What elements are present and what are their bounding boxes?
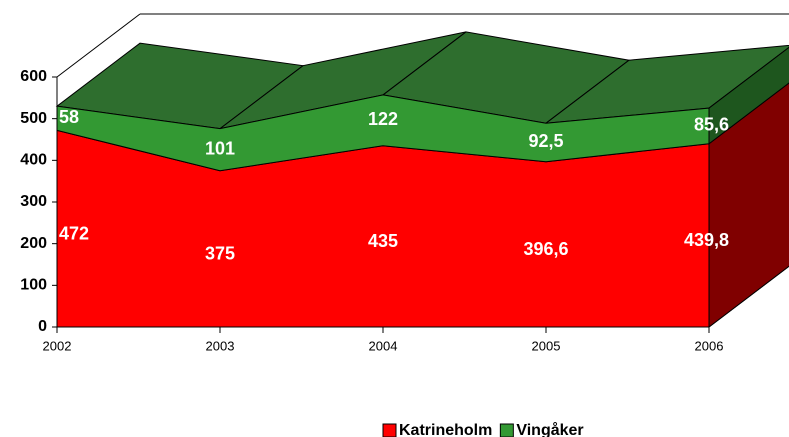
area <box>56 129 710 328</box>
value-label: 472 <box>59 223 89 243</box>
y-tick-label: 600 <box>20 68 47 85</box>
y-tick-label: 100 <box>20 277 47 294</box>
x-tick-label: 2003 <box>206 338 235 353</box>
legend-swatch <box>382 423 397 437</box>
x-tick-label: 2006 <box>695 338 724 353</box>
value-label: 85,6 <box>694 115 729 135</box>
value-label: 58 <box>59 107 79 127</box>
y-tick-label: 300 <box>20 193 47 210</box>
x-tick-label: 2005 <box>532 338 561 353</box>
legend-label: Vingåker <box>516 421 583 437</box>
x-tick-label: 2002 <box>43 338 72 353</box>
wall-edge <box>56 13 141 78</box>
legend-swatch <box>499 423 514 437</box>
value-label: 101 <box>205 138 235 158</box>
y-tick-label: 0 <box>38 318 47 335</box>
value-label: 92,5 <box>528 131 563 151</box>
y-tick-label: 200 <box>20 235 47 252</box>
y-tick-label: 400 <box>20 152 47 169</box>
x-tick-label: 2004 <box>369 338 398 353</box>
value-label: 396,6 <box>523 239 568 259</box>
y-tick-label: 500 <box>20 110 47 127</box>
legend-label: Katrineholm <box>399 422 492 437</box>
value-label: 439,8 <box>684 230 729 250</box>
value-label: 435 <box>368 231 398 251</box>
value-label: 375 <box>205 244 235 264</box>
area <box>56 94 710 172</box>
value-label: 122 <box>368 109 398 129</box>
